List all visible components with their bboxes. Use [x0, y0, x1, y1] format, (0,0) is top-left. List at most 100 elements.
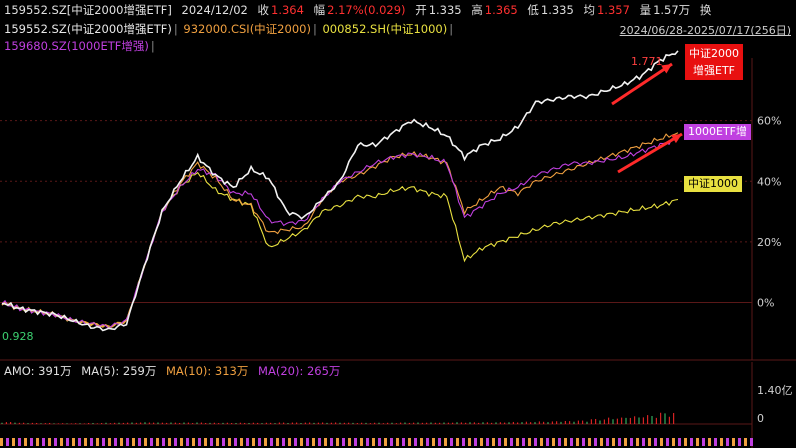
quote-code[interactable]: 159552.SZ[中证2000增强ETF] — [4, 3, 172, 17]
arrow-purple-head — [671, 134, 682, 144]
bottom-strip-segment — [330, 438, 333, 446]
legend-sep: | — [173, 22, 178, 36]
bottom-strip-segment — [300, 438, 303, 446]
avg-value: 1.357 — [596, 3, 630, 17]
bottom-strip-segment — [150, 438, 153, 446]
bottom-strip-segment — [180, 438, 183, 446]
bottom-strip-segment — [402, 438, 405, 446]
legend-row-1: 159552.SZ(中证2000增强ETF) | 932000.CSI(中证200… — [4, 21, 459, 37]
bottom-strip-segment — [696, 438, 699, 446]
bottom-strip-segment — [654, 438, 657, 446]
bottom-strip-segment — [174, 438, 177, 446]
bottom-strip-segment — [504, 438, 507, 446]
bottom-strip-segment — [480, 438, 483, 446]
low-label: 低 — [527, 3, 539, 17]
bottom-strip-segment — [666, 438, 669, 446]
bottom-strip-segment — [396, 438, 399, 446]
bottom-strip-segment — [42, 438, 45, 446]
bottom-strip-segment — [624, 438, 627, 446]
bottom-strip-segment — [576, 438, 579, 446]
date-range[interactable]: 2024/06/28-2025/07/17(256日) — [619, 24, 791, 37]
bottom-strip-segment — [672, 438, 675, 446]
bottom-strip-segment — [0, 438, 3, 446]
bottom-strip-segment — [708, 438, 711, 446]
bottom-strip-segment — [744, 438, 747, 446]
bottom-strip-segment — [354, 438, 357, 446]
y-tick-label: 0% — [757, 297, 774, 310]
bottom-strip-segment — [324, 438, 327, 446]
bottom-strip-segment — [222, 438, 225, 446]
arrow-purple — [617, 132, 683, 174]
bottom-strip-segment — [438, 438, 441, 446]
bottom-strip-segment — [216, 438, 219, 446]
bottom-strip-segment — [126, 438, 129, 446]
quote-date: 2024/12/02 — [181, 3, 248, 17]
bottom-strip-segment — [612, 438, 615, 446]
bottom-strip-segment — [450, 438, 453, 446]
bottom-strip-segment — [390, 438, 393, 446]
bottom-strip-segment — [582, 438, 585, 446]
vol-label: 量 — [639, 3, 652, 17]
bottom-strip-segment — [750, 438, 753, 446]
legend-item-yellow[interactable]: 000852.SH(中证1000) — [322, 22, 448, 36]
tag-white-series: 中证2000 增强ETF — [685, 44, 743, 80]
bottom-strip-segment — [78, 438, 81, 446]
bottom-strip-segment — [306, 438, 309, 446]
bottom-strip-segment — [138, 438, 141, 446]
high-label: 高 — [471, 3, 483, 17]
series-line-3 — [1, 137, 679, 330]
legend-item-purple[interactable]: 159680.SZ(1000ETF增强) — [4, 39, 149, 53]
bottom-strip-segment — [186, 438, 189, 446]
arrow-white-head — [661, 64, 672, 74]
volume-axis-top: 1.40亿 — [757, 384, 793, 397]
legend-item-white[interactable]: 159552.SZ(中证2000增强ETF) — [4, 22, 172, 36]
bottom-strip-segment — [336, 438, 339, 446]
bottom-strip-segment — [252, 438, 255, 446]
bottom-strip-segment — [702, 438, 705, 446]
bottom-strip-segment — [600, 438, 603, 446]
bottom-strip-segment — [234, 438, 237, 446]
bottom-strip-segment — [120, 438, 123, 446]
bottom-strip-segment — [630, 438, 633, 446]
bottom-strip-segment — [714, 438, 717, 446]
bottom-strip-segment — [24, 438, 27, 446]
bottom-strip-segment — [6, 438, 9, 446]
bottom-strip-segment — [246, 438, 249, 446]
close-label: 收 — [257, 3, 270, 17]
bottom-strip-segment — [540, 438, 543, 446]
bottom-strip-segment — [510, 438, 513, 446]
bottom-strip-segment — [318, 438, 321, 446]
bottom-strip-segment — [648, 438, 651, 446]
avg-label: 均 — [583, 3, 595, 17]
bottom-strip-segment — [48, 438, 51, 446]
bottom-strip-segment — [660, 438, 663, 446]
bottom-strip-segment — [426, 438, 429, 446]
bottom-strip-segment — [684, 438, 687, 446]
bottom-strip-segment — [342, 438, 345, 446]
bottom-strip-segment — [294, 438, 297, 446]
bottom-strip-segment — [36, 438, 39, 446]
bottom-strip-segment — [588, 438, 591, 446]
end-price-label: 1.771 — [631, 55, 663, 68]
bottom-strip-segment — [642, 438, 645, 446]
open-label: 开 — [415, 3, 427, 17]
legend-row-2: 159680.SZ(1000ETF增强) | — [4, 38, 161, 54]
change-label: 幅 — [313, 3, 326, 17]
bottom-strip-segment — [546, 438, 549, 446]
bottom-strip-segment — [738, 438, 741, 446]
bottom-strip-segment — [726, 438, 729, 446]
start-price-label: 0.928 — [2, 330, 34, 343]
bottom-strip-segment — [18, 438, 21, 446]
bottom-strip-segment — [636, 438, 639, 446]
series-line-0 — [1, 50, 679, 332]
bottom-strip-segment — [288, 438, 291, 446]
bottom-strip-segment — [240, 438, 243, 446]
bottom-strip-segment — [606, 438, 609, 446]
bottom-strip-segment — [516, 438, 519, 446]
legend-item-orange[interactable]: 932000.CSI(中证2000) — [183, 22, 311, 36]
legend-sep: | — [150, 39, 155, 53]
bottom-strip-segment — [204, 438, 207, 446]
bottom-strip-segment — [528, 438, 531, 446]
bottom-strip-segment — [492, 438, 495, 446]
